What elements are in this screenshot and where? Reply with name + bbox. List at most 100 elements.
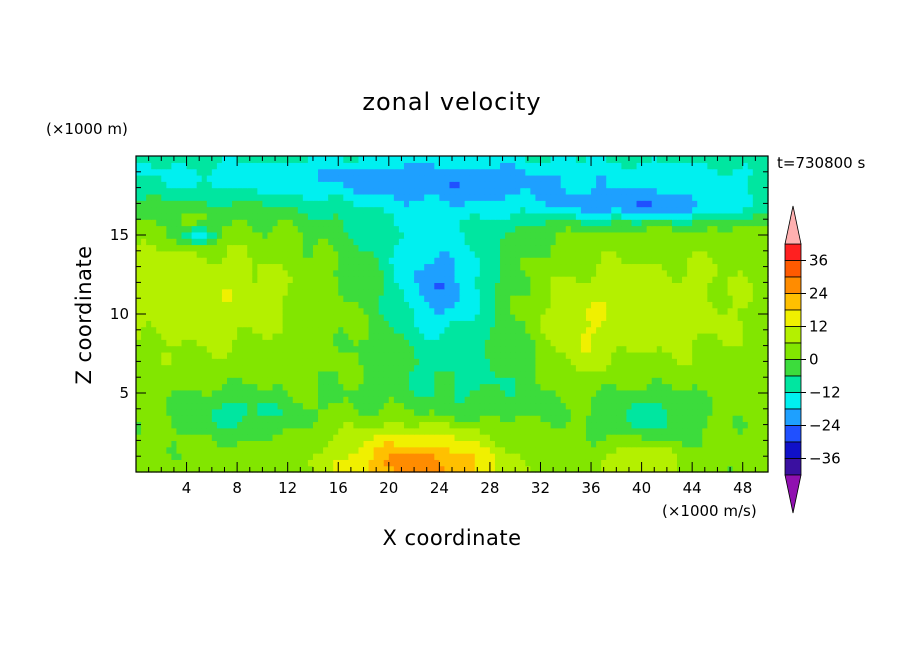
field-cell [252,383,258,391]
field-cell [560,269,567,277]
field-cell [570,301,577,309]
field-cell [560,295,567,302]
field-cell [146,295,152,302]
field-cell [323,301,329,309]
field-cell [343,364,349,372]
field-cell [282,276,289,283]
field-cell [479,250,486,258]
field-cell [211,440,218,448]
field-cell [494,238,501,246]
field-cell [560,421,567,429]
field-cell [237,250,243,258]
field-cell [469,402,476,410]
field-cell [333,358,339,366]
field-cell [348,377,355,385]
field-cell [186,225,193,233]
field-cell [565,345,572,353]
field-cell [591,383,597,391]
field-cell [651,427,658,435]
field-cell [469,440,476,448]
field-cell [631,301,638,309]
field-cell [444,383,451,391]
field-cell [368,307,375,315]
field-cell [272,446,279,454]
field-cell [565,225,572,233]
field-cell [348,314,355,321]
field-cell [515,219,521,227]
field-cell [591,415,597,423]
field-cell [742,339,749,347]
field-cell [333,389,339,397]
field-cell [343,389,349,397]
field-cell [606,402,612,410]
field-cell [570,288,577,296]
field-cell [398,377,405,385]
field-cell [682,257,688,265]
field-cell [232,408,238,416]
field-cell [697,345,703,353]
field-cell [353,307,360,315]
field-cell [302,332,309,340]
field-cell [656,250,663,258]
field-cell [312,332,319,340]
field-cell [343,434,349,441]
field-cell [671,276,678,283]
field-cell [151,295,157,302]
field-cell [181,396,188,404]
field-cell [636,219,643,227]
field-cell [611,358,617,366]
field-cell [757,257,764,265]
field-cell [596,408,602,416]
field-cell [570,383,577,391]
field-cell [722,244,729,252]
field-cell [363,453,370,460]
field-cell [616,459,622,467]
field-cell [287,370,294,378]
field-cell [414,377,420,385]
field-cell [176,276,183,283]
field-cell [237,282,243,290]
field-cell [242,288,248,296]
field-cell [717,244,724,252]
field-cell [232,263,238,271]
field-cell [676,276,683,283]
field-cell [510,320,516,328]
field-cell [211,282,218,290]
field-cell [585,282,592,290]
field-cell [646,377,653,385]
field-cell [252,389,258,397]
field-cell [353,440,360,448]
field-cell [338,314,344,321]
field-cell [661,351,668,359]
field-cell [510,332,516,340]
field-cell [606,358,612,366]
field-cell [722,269,729,277]
field-cell [737,396,744,404]
field-cell [247,339,253,347]
field-cell [257,263,263,271]
field-cell [631,446,638,454]
field-cell [373,453,380,460]
field-cell [388,446,395,454]
field-cell [338,434,344,441]
field-cell [166,282,172,290]
field-cell [626,351,633,359]
field-cell [312,408,319,416]
field-cell [272,345,279,353]
field-cell [383,415,390,423]
field-cell [368,440,375,448]
field-cell [747,377,754,385]
field-cell [666,358,673,366]
field-cell [449,219,456,227]
field-cell [176,320,183,328]
field-cell [141,408,147,416]
field-cell [596,389,602,397]
field-cell [722,301,729,309]
field-cell [570,370,577,378]
field-cell [328,339,334,347]
field-cell [312,383,319,391]
field-cell [737,459,744,467]
field-cell [641,427,648,435]
field-cell [252,434,258,441]
field-cell [257,307,263,315]
